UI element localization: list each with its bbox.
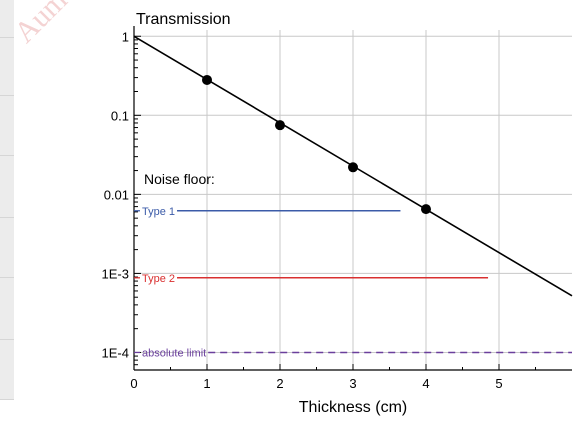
sidebar-cell bbox=[0, 96, 14, 156]
y-tick-label: 0.01 bbox=[104, 187, 129, 202]
chart-title: Transmission bbox=[136, 11, 231, 28]
y-tick-label: 1 bbox=[122, 29, 129, 44]
data-point bbox=[421, 204, 431, 215]
grid-lines bbox=[134, 30, 572, 370]
sidebar-cell bbox=[0, 278, 14, 340]
x-tick-label: 1 bbox=[203, 376, 210, 391]
data-point bbox=[275, 120, 285, 131]
series-layer bbox=[133, 35, 573, 297]
sidebar-cell bbox=[0, 218, 14, 278]
sidebar-cell bbox=[0, 38, 14, 96]
tick-marks bbox=[133, 35, 536, 371]
data-point bbox=[348, 162, 358, 173]
y-tick-label: 1E-3 bbox=[102, 266, 129, 281]
noise-floor-label: absolute limit bbox=[142, 347, 206, 359]
noise-floor-label: Type 2 bbox=[142, 273, 175, 285]
y-tick-label: 0.1 bbox=[111, 108, 129, 123]
x-axis-label: Thickness (cm) bbox=[299, 399, 407, 416]
noise-floor-lines: Type 1 Type 2 absolute limit bbox=[134, 206, 572, 359]
tick-labels: 0 1 2 3 4 5 1 0.1 0.01 1E-3 1E-4 bbox=[102, 29, 503, 391]
x-tick-label: 2 bbox=[276, 376, 283, 391]
x-tick-label: 0 bbox=[130, 376, 137, 391]
noise-floor-label: Type 1 bbox=[142, 206, 175, 218]
sidebar-cell bbox=[0, 156, 14, 218]
data-point bbox=[202, 74, 212, 85]
y-tick-label: 1E-4 bbox=[102, 345, 129, 360]
x-tick-label: 3 bbox=[349, 376, 356, 391]
sidebar-cell bbox=[0, 0, 14, 38]
x-tick-label: 4 bbox=[422, 376, 429, 391]
sidebar-strip bbox=[0, 0, 14, 400]
x-tick-label: 5 bbox=[495, 376, 502, 391]
noise-floor-title: Noise floor: bbox=[144, 171, 215, 187]
sidebar-cell bbox=[0, 340, 14, 400]
